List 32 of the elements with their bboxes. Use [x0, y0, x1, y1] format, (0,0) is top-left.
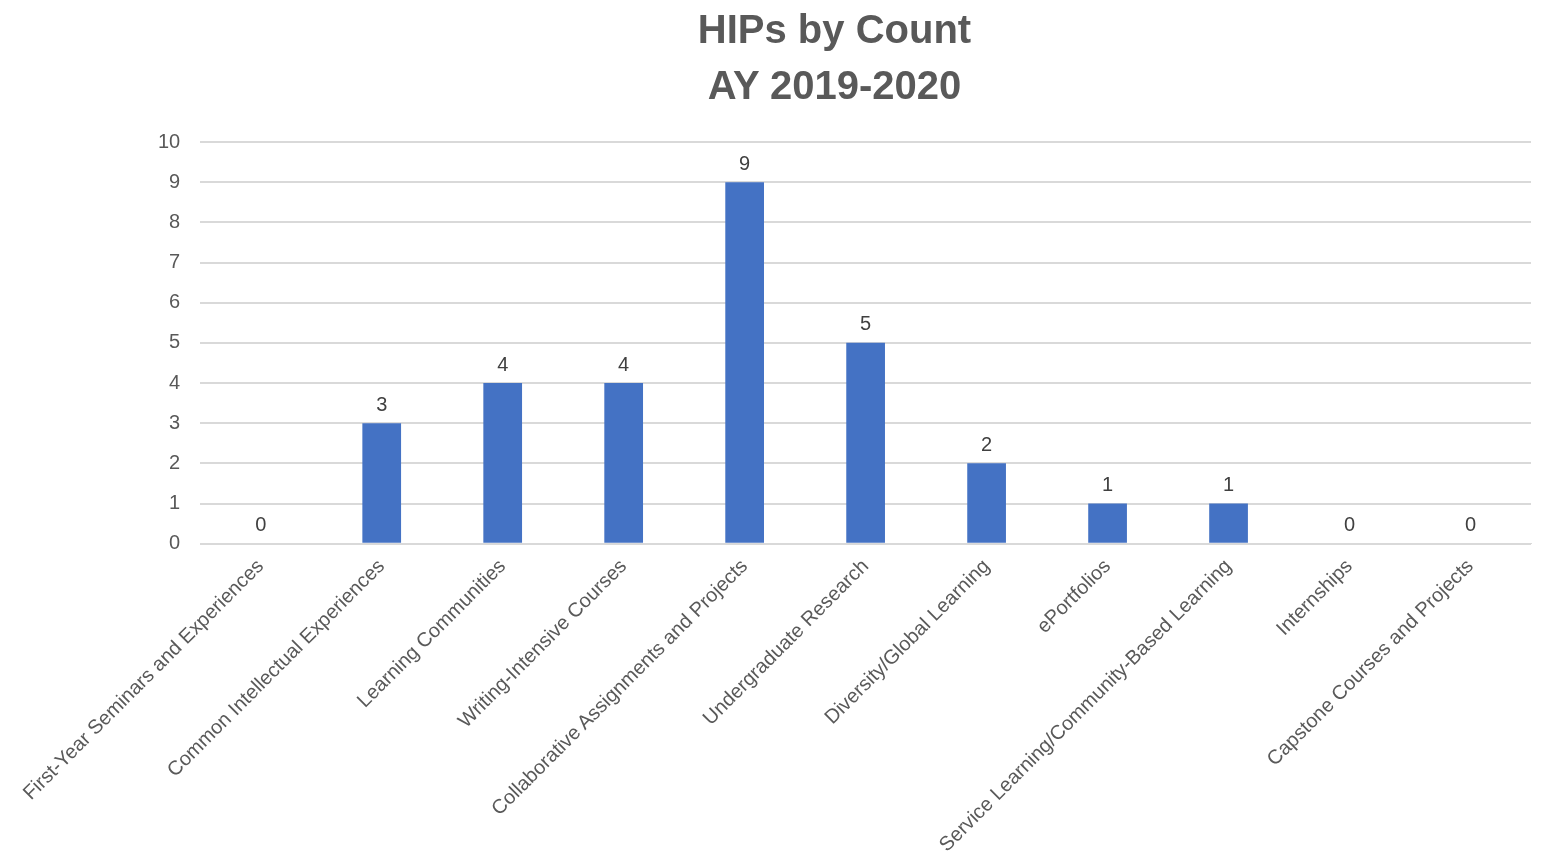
data-label: 2 — [981, 432, 993, 455]
bar — [362, 423, 402, 543]
y-tick-label: 4 — [169, 370, 181, 393]
data-label: 0 — [255, 513, 267, 536]
y-tick-label: 5 — [169, 330, 181, 353]
y-tick-label: 6 — [169, 290, 181, 313]
bar — [725, 182, 764, 543]
y-tick-label: 3 — [169, 410, 181, 433]
data-label: 5 — [860, 312, 872, 335]
data-label: 4 — [618, 352, 630, 375]
data-label: 4 — [497, 352, 509, 375]
y-tick-label: 2 — [169, 450, 181, 473]
y-tick-label: 7 — [169, 250, 181, 273]
bar — [483, 383, 523, 543]
data-label: 0 — [1343, 513, 1356, 536]
y-tick-label: 9 — [169, 169, 181, 192]
bar — [1209, 503, 1248, 543]
bar — [967, 463, 1006, 543]
chart-title: HIPs by Count — [697, 7, 972, 52]
bar — [846, 342, 885, 543]
bar — [604, 383, 644, 543]
bar — [1088, 503, 1127, 543]
data-label: 1 — [1102, 473, 1114, 496]
data-label: 1 — [1222, 473, 1235, 496]
data-label: 0 — [1464, 513, 1477, 536]
y-tick-label: 1 — [169, 491, 181, 514]
data-label: 9 — [739, 151, 751, 174]
y-tick-label: 10 — [158, 129, 181, 152]
chart-subtitle: AY 2019-2020 — [707, 63, 962, 108]
data-label: 3 — [376, 392, 388, 415]
y-tick-label: 0 — [169, 531, 181, 554]
y-tick-label: 8 — [169, 209, 181, 232]
